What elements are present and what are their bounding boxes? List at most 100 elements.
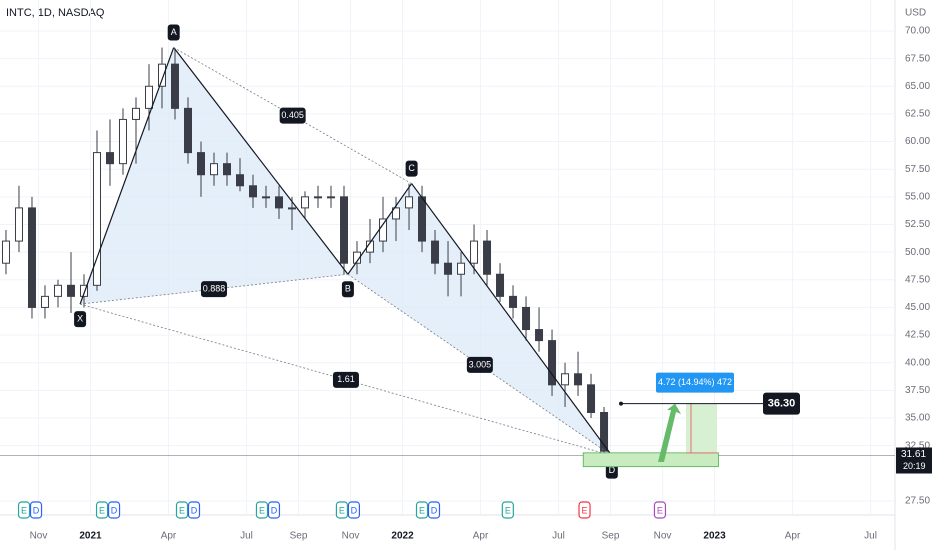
candle-body: [418, 196, 427, 242]
event-label: E: [99, 505, 105, 515]
pattern-leg: [411, 183, 613, 456]
candle-body: [470, 240, 479, 264]
target-zone: [582, 452, 719, 468]
event-label: D: [351, 505, 358, 515]
last-price-box: [896, 447, 932, 474]
candle-body: [600, 411, 609, 452]
x-tick-label: Sep: [602, 531, 620, 542]
event-label: E: [582, 505, 588, 515]
x-tick-label: 2023: [703, 531, 726, 542]
x-tick-label: Nov: [342, 531, 360, 542]
candle-body: [262, 196, 271, 199]
candle-body: [431, 240, 440, 264]
event-label: D: [271, 505, 278, 515]
event-label: D: [431, 505, 438, 515]
ratio-box: [332, 371, 359, 388]
candle-body: [496, 273, 505, 297]
ratio-box: [200, 281, 227, 298]
y-tick-label: 40.00: [905, 357, 930, 368]
y-tick-label: 50.00: [905, 247, 930, 258]
candle-body: [561, 373, 570, 386]
event-icon: [29, 501, 43, 519]
candle-body: [157, 63, 166, 87]
candle-body: [14, 207, 23, 242]
x-tick-label: 2022: [391, 531, 414, 542]
candle-body: [249, 185, 258, 198]
ratio-label: 3.005: [469, 359, 492, 369]
candle-body: [144, 85, 153, 109]
event-icon: [255, 501, 269, 519]
measure-label: 4.72 (14.94%) 472: [658, 377, 732, 387]
x-tick-label: Sep: [290, 531, 308, 542]
candle-body: [92, 152, 101, 286]
candle-body: [340, 196, 349, 264]
countdown-label: 20:19: [903, 461, 926, 471]
point-box: [341, 281, 354, 298]
event-icon: [267, 501, 281, 519]
event-label: E: [419, 505, 425, 515]
x-tick-label: Apr: [161, 531, 177, 542]
point-label: D: [609, 465, 616, 475]
pattern-triangle: [347, 183, 612, 456]
pattern-leg: [347, 183, 413, 275]
candle-body: [53, 284, 62, 297]
pattern-leg: [79, 47, 175, 305]
candle-body: [1, 240, 10, 264]
point-label: X: [77, 313, 83, 323]
candle-body: [509, 295, 518, 308]
last-price-label: 31.61: [901, 449, 926, 460]
y-tick-label: 42.50: [905, 330, 930, 341]
candle-body: [79, 284, 88, 297]
event-icon: [107, 501, 121, 519]
y-tick-label: 60.00: [905, 136, 930, 147]
point-label: B: [345, 284, 351, 294]
candle-body: [223, 163, 232, 176]
y-tick-label: 35.00: [905, 413, 930, 424]
candle-body: [379, 218, 388, 242]
candle-body: [183, 107, 192, 154]
target-label: 36.30: [768, 398, 796, 410]
ratio-box: [279, 107, 306, 124]
candle-body: [353, 251, 362, 264]
candle-body: [405, 196, 414, 209]
event-icon: [335, 501, 349, 519]
candle-body: [288, 207, 297, 210]
event-label: D: [111, 505, 118, 515]
event-label: E: [657, 505, 663, 515]
measure-box: [656, 372, 734, 393]
ratio-line: [80, 273, 348, 305]
event-label: E: [179, 505, 185, 515]
y-tick-label: 70.00: [905, 26, 930, 37]
ratio-label: 0.888: [203, 284, 226, 294]
y-tick-label: 57.50: [905, 164, 930, 175]
candle-body: [275, 196, 284, 209]
x-tick-label: Apr: [473, 531, 489, 542]
x-tick-label: Jul: [864, 531, 877, 542]
event-icon: [427, 501, 441, 519]
x-tick-label: Nov: [30, 531, 48, 542]
pattern-leg: [173, 47, 349, 275]
event-label: E: [505, 505, 511, 515]
candle-body: [301, 196, 310, 209]
candle-body: [105, 152, 114, 165]
event-icon: [347, 501, 361, 519]
x-tick-label: Apr: [785, 531, 801, 542]
y-tick-label: 47.50: [905, 274, 930, 285]
candle-body: [574, 373, 583, 386]
event-icon: [17, 501, 31, 519]
event-label: D: [191, 505, 198, 515]
event-icon: [175, 501, 189, 519]
candle-body: [131, 107, 140, 120]
event-icon: [95, 501, 109, 519]
x-tick-label: 2021: [79, 531, 102, 542]
currency-label: USD: [905, 8, 926, 19]
y-tick-label: 55.00: [905, 191, 930, 202]
event-icon: [187, 501, 201, 519]
candle-body: [483, 240, 492, 275]
candle-body: [170, 63, 179, 109]
y-tick-label: 37.50: [905, 385, 930, 396]
candle-body: [392, 207, 401, 220]
candle-body: [314, 196, 323, 199]
ratio-label: 0.405: [281, 110, 304, 120]
point-label: A: [171, 27, 177, 37]
